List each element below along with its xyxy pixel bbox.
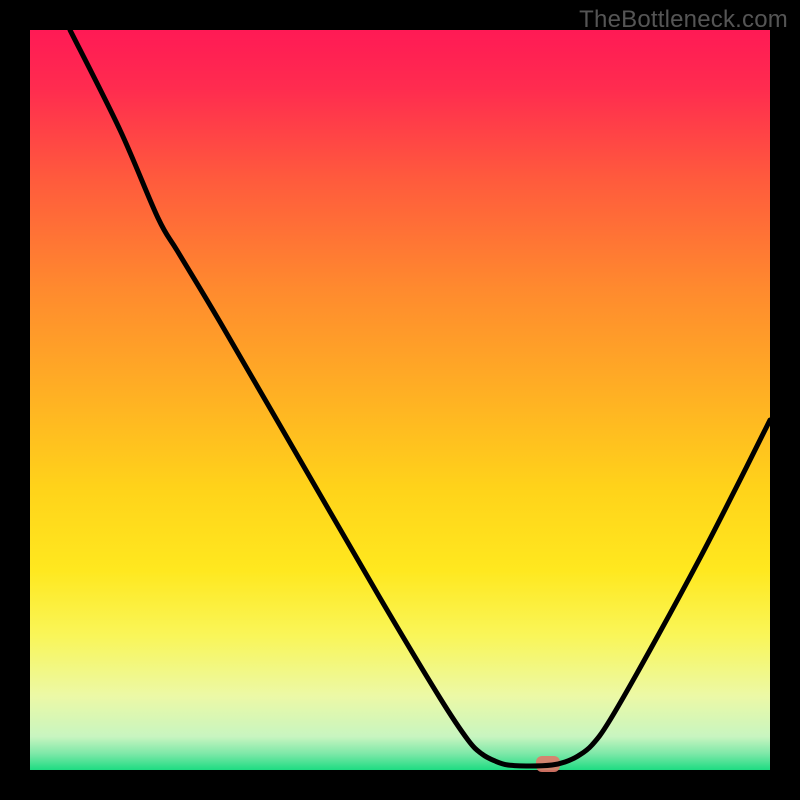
watermark-text: TheBottleneck.com — [579, 6, 788, 34]
bottleneck-chart — [0, 0, 800, 800]
plot-background-gradient — [30, 30, 770, 770]
chart-container: TheBottleneck.com — [0, 0, 800, 800]
